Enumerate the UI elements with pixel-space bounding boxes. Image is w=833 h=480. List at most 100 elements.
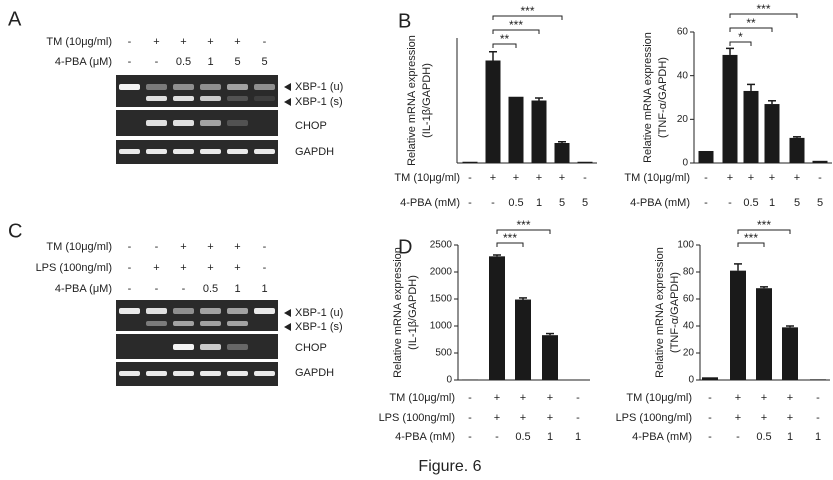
condition-label: TM (10μg/ml) <box>394 172 460 184</box>
condition-value: + <box>207 36 213 48</box>
condition-value: - <box>155 241 159 253</box>
condition-value: + <box>513 172 519 184</box>
condition-value: - <box>263 241 267 253</box>
condition-value: 0.5 <box>176 56 191 68</box>
condition-value: 5 <box>817 197 823 209</box>
condition-value: + <box>547 412 553 424</box>
significance-bracket <box>737 242 765 247</box>
band-arrow <box>284 83 291 91</box>
condition-label: LPS (100ng/ml) <box>36 262 112 274</box>
bar <box>698 150 714 163</box>
y-axis-label: Relative mRNA expression <box>392 247 404 378</box>
significance-label: *** <box>509 18 523 32</box>
condition-value: + <box>180 241 186 253</box>
y-tick-label: 0 <box>446 375 452 386</box>
y-axis-label: Relative mRNA expression <box>406 35 418 166</box>
gel-band <box>200 344 221 350</box>
figure-caption: Figure. 6 <box>418 458 481 475</box>
condition-value: + <box>153 36 159 48</box>
gel-band <box>173 371 194 376</box>
condition-value: - <box>128 36 132 48</box>
condition-label: LPS (100ng/ml) <box>616 412 692 424</box>
gel-box <box>116 362 278 386</box>
condition-value: - <box>128 241 132 253</box>
gel-band <box>119 308 140 314</box>
condition-value: - <box>491 197 495 209</box>
gel-band <box>146 321 167 326</box>
y-tick-label: 1000 <box>430 321 453 332</box>
condition-value: 1 <box>575 431 581 443</box>
y-tick-label: 500 <box>435 348 452 359</box>
condition-value: 0.5 <box>743 197 758 209</box>
band-label: GAPDH <box>295 146 334 158</box>
gel-band <box>173 96 194 101</box>
bar <box>764 104 780 163</box>
band-arrow <box>284 309 291 317</box>
significance-label: *** <box>744 231 758 245</box>
band-label: XBP-1 (u) <box>295 307 343 319</box>
condition-value: - <box>704 172 708 184</box>
condition-value: 0.5 <box>756 431 771 443</box>
condition-value: - <box>468 412 472 424</box>
condition-value: + <box>787 412 793 424</box>
condition-value: - <box>128 56 132 68</box>
y-tick-label: 60 <box>677 27 689 38</box>
gel-band <box>146 120 167 126</box>
condition-value: - <box>736 431 740 443</box>
condition-value: + <box>153 262 159 274</box>
gel-band <box>227 149 248 154</box>
condition-label: TM (10μg/ml) <box>46 241 112 253</box>
condition-label: TM (10μg/ml) <box>389 392 455 404</box>
condition-value: 1 <box>261 283 267 295</box>
condition-value: - <box>576 412 580 424</box>
significance-bracket <box>729 13 798 18</box>
condition-value: 0.5 <box>508 197 523 209</box>
band-label: XBP-1 (u) <box>295 81 343 93</box>
bar <box>462 161 478 163</box>
condition-label: TM (10μg/ml) <box>626 392 692 404</box>
bar <box>508 96 524 163</box>
condition-value: + <box>748 172 754 184</box>
condition-value: - <box>816 392 820 404</box>
condition-value: - <box>708 431 712 443</box>
y-tick-label: 1500 <box>430 294 453 305</box>
gel-band <box>146 84 167 90</box>
gel-band <box>146 96 167 101</box>
significance-label: ** <box>746 16 756 30</box>
y-axis-label: (TNF-α/GAPDH) <box>657 57 669 138</box>
significance-label: *** <box>503 231 517 245</box>
gel-box <box>116 334 278 359</box>
bar <box>485 60 501 163</box>
band-label: GAPDH <box>295 367 334 379</box>
condition-label: LPS (100ng/ml) <box>379 412 455 424</box>
significance-bracket <box>496 229 551 234</box>
y-tick-label: 2500 <box>430 240 453 251</box>
condition-value: - <box>263 262 267 274</box>
bar <box>531 100 547 163</box>
significance-label: * <box>738 30 743 44</box>
condition-label: 4-PBA (mM) <box>395 431 455 443</box>
gel-band <box>146 149 167 154</box>
panel-letter: A <box>8 8 22 30</box>
condition-value: 5 <box>794 197 800 209</box>
bar <box>515 299 531 380</box>
condition-label: 4-PBA (mM) <box>632 431 692 443</box>
y-tick-label: 40 <box>683 321 695 332</box>
condition-value: + <box>207 262 213 274</box>
gel-band <box>200 321 221 326</box>
condition-value: + <box>520 412 526 424</box>
significance-bracket <box>729 27 773 32</box>
gel-box <box>116 140 278 164</box>
gel-band <box>227 96 248 101</box>
gel-band <box>173 84 194 90</box>
y-axis-label: (IL-1β/GAPDH) <box>421 63 433 138</box>
condition-value: 1 <box>769 197 775 209</box>
bar <box>743 90 759 163</box>
y-tick-label: 20 <box>677 114 689 125</box>
gel-band <box>173 344 194 350</box>
panel-letter: D <box>398 236 412 258</box>
gel-band <box>227 120 248 126</box>
condition-value: 1 <box>536 197 542 209</box>
significance-label: ** <box>500 32 510 46</box>
condition-value: 1 <box>787 431 793 443</box>
